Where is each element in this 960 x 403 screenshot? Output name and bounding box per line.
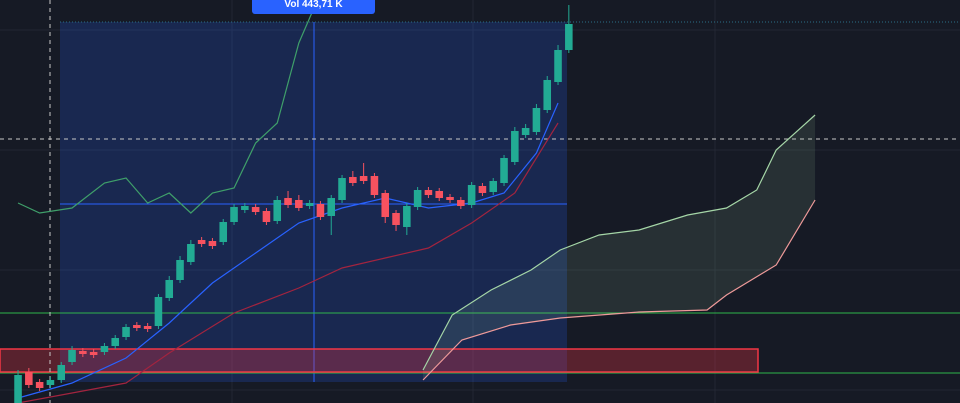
candle-body (554, 50, 562, 82)
candle-body (89, 352, 98, 355)
candle-body (197, 240, 206, 244)
volume-label: Vol 443,71 K (252, 0, 375, 14)
candle-body (424, 190, 433, 195)
candle-body (79, 351, 87, 354)
candle-body (392, 213, 400, 225)
candle-body (500, 158, 508, 183)
candle-body (122, 327, 130, 337)
candle-body (165, 280, 174, 298)
candle-body (467, 185, 476, 205)
candle-body (14, 375, 22, 403)
indicator-line (17, 0, 319, 214)
candle-body (143, 326, 152, 329)
candle-body (381, 193, 390, 217)
candle-body (305, 203, 314, 206)
candle-body (35, 382, 44, 388)
candle-body (435, 191, 444, 198)
candle-body (295, 200, 303, 208)
candle-body (68, 350, 76, 362)
candle-body (46, 380, 55, 385)
candle-body (338, 178, 346, 200)
candle-body (176, 260, 184, 280)
candle-body (241, 206, 249, 210)
candle-body (403, 206, 411, 227)
candle-body (100, 346, 109, 352)
candle-body (111, 338, 120, 346)
candle-body (532, 108, 541, 132)
candle-body (316, 204, 325, 217)
candle-body (284, 198, 292, 205)
candle-body (446, 197, 454, 200)
cloud (423, 115, 816, 380)
candle-body (230, 207, 238, 222)
candle-body (187, 244, 195, 262)
zone (0, 348, 759, 373)
indicator-line (17, 122, 559, 403)
candle-body (565, 24, 573, 50)
candle-body (208, 241, 217, 246)
plot (14, 0, 816, 403)
candle-body (543, 80, 552, 110)
candle-body (57, 365, 66, 380)
indicator-line (422, 114, 816, 371)
candle-body (413, 190, 422, 207)
indicator-line (422, 199, 816, 381)
candle-body (370, 176, 379, 195)
candle-body (262, 211, 271, 222)
candle-body (251, 207, 260, 212)
candle-body (511, 131, 519, 162)
candle-body (521, 128, 530, 135)
candle-body (457, 200, 465, 206)
candle-body (489, 181, 498, 192)
candle-body (349, 177, 357, 183)
candle-body (359, 176, 368, 181)
candle-body (154, 297, 163, 326)
candle-body (327, 198, 336, 216)
candle-body (273, 200, 282, 221)
candle-body (133, 325, 141, 328)
candle-body (219, 222, 228, 242)
candle-body (25, 372, 33, 385)
candle-body (478, 186, 487, 193)
